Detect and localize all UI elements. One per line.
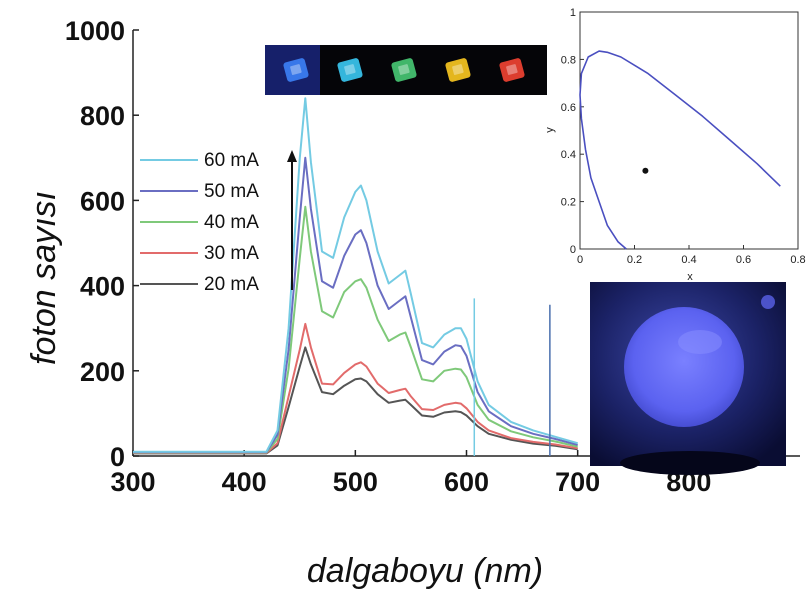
x-tick-label: 600	[444, 467, 489, 497]
x-tick-label: 300	[110, 467, 155, 497]
cie-point	[642, 167, 649, 174]
legend-label: 20 mA	[204, 274, 259, 295]
y-tick-labels: 0 200 400 600 800 1000	[65, 16, 139, 472]
cie-x-ticks: 0 0.2 0.4 0.6 0.8	[577, 245, 806, 266]
y-tick-label: 200	[80, 357, 125, 387]
cie-y-ticks: 0 0.2 0.4 0.6 0.8 1	[561, 7, 584, 256]
led-dome	[624, 307, 744, 427]
led-highlight	[678, 330, 722, 354]
cie-x-tick-label: 0.8	[790, 254, 805, 266]
cie-inset: 0 0.2 0.4 0.6 0.8 1 0 0.2 0.4 0.6 0.8 x y	[544, 7, 806, 283]
y-tick-label: 1000	[65, 16, 125, 46]
legend-label: 30 mA	[204, 243, 259, 264]
cie-plot	[579, 50, 781, 250]
led-tile	[391, 58, 417, 82]
x-tick-labels: 300 400 500 600 700 800	[110, 450, 711, 497]
led-tile	[445, 58, 471, 82]
cie-y-tick-label: 1	[570, 7, 576, 19]
cie-locus-line	[579, 50, 781, 250]
legend-label: 40 mA	[204, 212, 259, 233]
cie-y-tick-label: 0.4	[561, 149, 576, 161]
led-tiles	[283, 58, 525, 82]
series-line-40-mA	[133, 205, 578, 454]
y-tick-label: 400	[80, 272, 125, 302]
cie-x-tick-label: 0	[577, 254, 583, 266]
y-axis-label: foton sayısı	[25, 191, 63, 365]
cie-x-tick-label: 0.2	[627, 254, 642, 266]
y-tick-label: 600	[80, 186, 125, 216]
legend-label: 60 mA	[204, 150, 259, 171]
x-tick-label: 400	[222, 467, 267, 497]
legend: 60 mA 50 mA 40 mA 30 mA 20 mA	[140, 150, 259, 295]
y-tick-label: 0	[110, 442, 125, 472]
y-tick-label: 800	[80, 101, 125, 131]
cie-frame	[579, 11, 799, 250]
series-line-50-mA	[133, 156, 578, 454]
cie-x-tick-label: 0.4	[681, 254, 696, 266]
legend-label: 50 mA	[204, 181, 259, 202]
cie-x-tick-label: 0.6	[736, 254, 751, 266]
cie-y-tick-label: 0.2	[561, 197, 576, 209]
x-axis-label: dalgaboyu (nm)	[307, 552, 543, 590]
cie-y-tick-label: 0	[570, 244, 576, 256]
small-led-spot	[761, 295, 775, 309]
cie-x-label: x	[687, 271, 693, 283]
led-strip-inset	[265, 45, 547, 95]
led-photo-inset	[590, 282, 786, 475]
led-tile	[499, 58, 525, 82]
x-tick-label: 500	[333, 467, 378, 497]
cie-y-tick-label: 0.6	[561, 102, 576, 114]
series-line-20-mA	[133, 346, 578, 455]
series-line-30-mA	[133, 322, 578, 454]
led-tile	[283, 58, 309, 82]
led-tile	[337, 58, 363, 82]
cie-y-label: y	[544, 127, 556, 133]
series-lines	[133, 97, 578, 455]
emission-spikes	[473, 298, 551, 456]
increasing-current-arrow	[287, 150, 297, 290]
series-line-60-mA	[133, 97, 578, 453]
x-tick-label: 700	[555, 467, 600, 497]
cie-y-tick-label: 0.8	[561, 54, 576, 66]
photo-shadow	[620, 451, 760, 475]
